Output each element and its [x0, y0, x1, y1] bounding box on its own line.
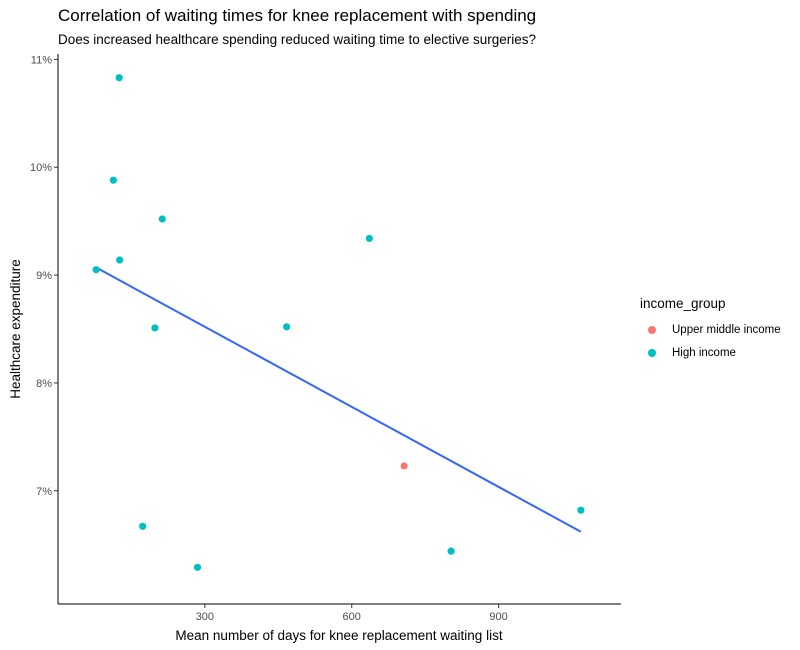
legend: income_group Upper middle income High in… [640, 296, 800, 364]
x-tick-label: 300 [196, 611, 214, 623]
y-tick-label: 7% [36, 486, 52, 498]
data-point [577, 506, 585, 514]
legend-dot-high-income [648, 348, 656, 357]
data-point [151, 324, 159, 332]
x-tick-label: 900 [489, 611, 507, 623]
y-axis-title: Healthcare expenditure [8, 259, 23, 399]
data-point [158, 215, 166, 223]
legend-item-high-income: High income [640, 341, 800, 364]
legend-label: Upper middle income [672, 323, 781, 336]
data-point [283, 323, 291, 331]
legend-key [640, 322, 662, 338]
data-point [400, 462, 408, 470]
legend-title: income_group [640, 296, 726, 311]
y-tick-label: 10% [30, 162, 52, 174]
points-layer [92, 74, 585, 571]
data-point [116, 256, 124, 264]
y-tick-label: 9% [36, 270, 52, 282]
legend-item-upper-middle-income: Upper middle income [640, 318, 800, 341]
axes: 300 600 900 7% 8% 9% 10% 11% [30, 54, 621, 623]
trend-line [95, 266, 582, 533]
x-tick-label: 600 [343, 611, 361, 623]
trend-line-layer [95, 266, 582, 533]
data-point [109, 176, 117, 184]
legend-dot-upper-middle-income [648, 325, 656, 334]
data-point [193, 563, 202, 571]
y-tick-label: 11% [31, 54, 52, 66]
x-axis-title: Mean number of days for knee replacement… [175, 628, 502, 643]
data-point [115, 74, 123, 82]
chart-title: Correlation of waiting times for knee re… [58, 6, 537, 25]
data-point [92, 266, 100, 274]
data-point [447, 547, 455, 555]
data-point [139, 522, 147, 530]
y-tick-label: 8% [36, 378, 52, 390]
legend-key [640, 345, 662, 361]
chart-subtitle: Does increased healthcare spending reduc… [58, 32, 537, 47]
legend-label: High income [672, 346, 736, 359]
data-point [365, 234, 373, 243]
